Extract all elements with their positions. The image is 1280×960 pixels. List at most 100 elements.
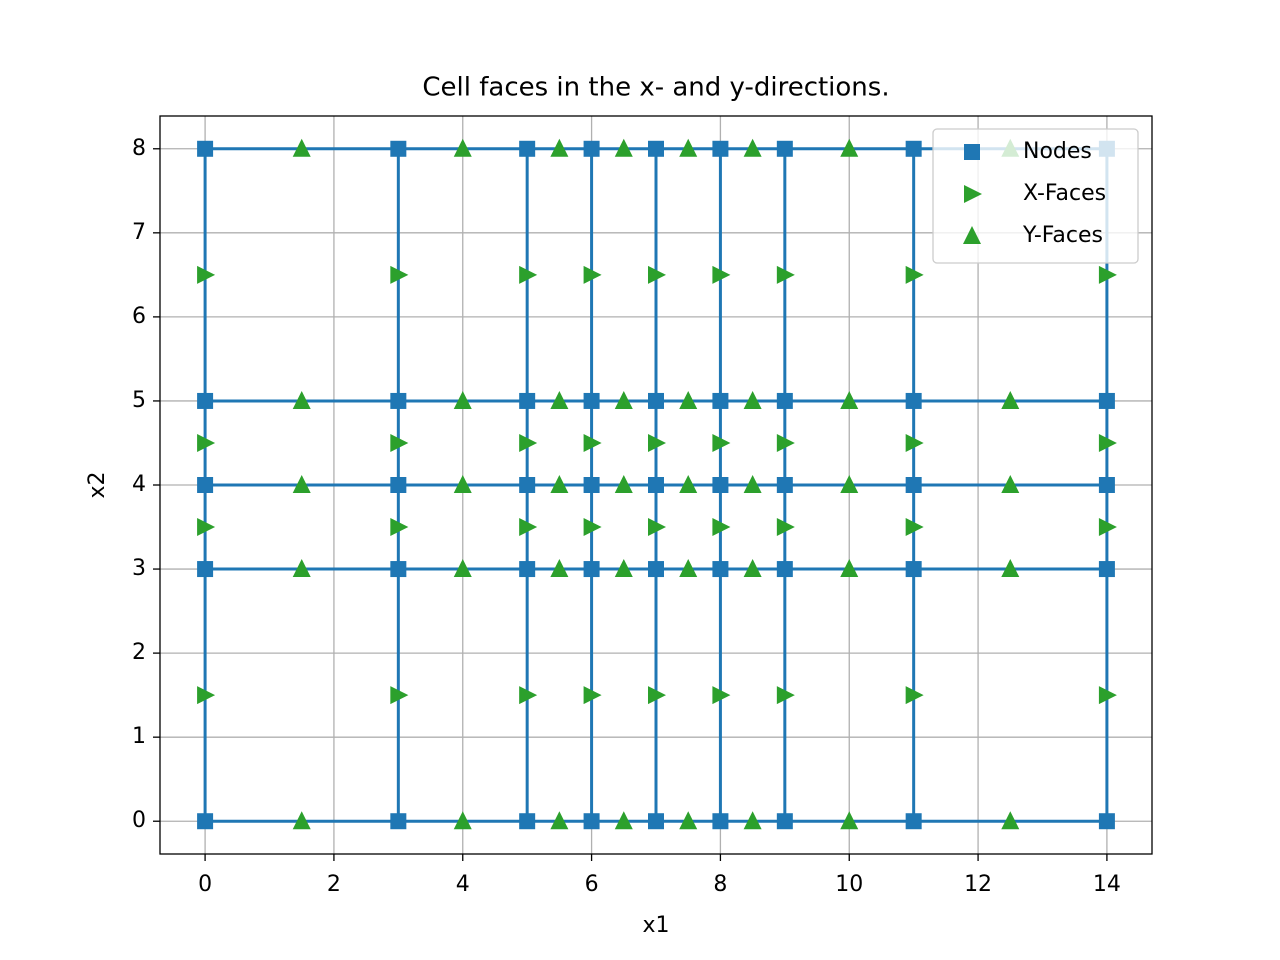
marker bbox=[583, 433, 602, 452]
marker bbox=[712, 518, 731, 537]
marker bbox=[550, 138, 569, 157]
marker bbox=[712, 477, 729, 493]
marker bbox=[648, 813, 664, 830]
marker bbox=[648, 477, 664, 493]
legend-label: Nodes bbox=[1023, 139, 1092, 164]
marker bbox=[776, 518, 795, 537]
marker bbox=[905, 433, 924, 452]
y-tick-label: 7 bbox=[132, 220, 146, 245]
marker bbox=[712, 561, 729, 578]
y-axis-label: x2 bbox=[85, 471, 110, 498]
marker bbox=[583, 561, 600, 578]
marker bbox=[292, 475, 311, 493]
marker bbox=[743, 559, 762, 578]
marker bbox=[1098, 813, 1115, 830]
marker bbox=[840, 390, 859, 409]
x-tick-label: 2 bbox=[327, 872, 341, 897]
legend-label: X-Faces bbox=[1023, 181, 1106, 206]
x-tick-label: 4 bbox=[456, 872, 470, 897]
x-tick-label: 14 bbox=[1093, 872, 1121, 897]
marker bbox=[1098, 477, 1115, 493]
marker bbox=[1001, 390, 1020, 409]
marker bbox=[743, 475, 762, 493]
marker bbox=[1098, 518, 1117, 537]
marker bbox=[776, 392, 793, 409]
marker bbox=[905, 392, 922, 409]
marker bbox=[583, 392, 600, 409]
y-tick-label: 0 bbox=[132, 808, 146, 833]
marker bbox=[292, 138, 311, 157]
marker bbox=[583, 813, 600, 830]
marker bbox=[1098, 686, 1117, 705]
marker bbox=[614, 138, 633, 157]
marker bbox=[390, 518, 409, 537]
y-tick-label: 1 bbox=[132, 724, 146, 749]
x-tick-label: 10 bbox=[835, 872, 863, 897]
marker bbox=[614, 390, 633, 409]
chart-title: Cell faces in the x- and y-directions. bbox=[422, 73, 889, 103]
marker bbox=[679, 811, 698, 830]
marker bbox=[712, 265, 731, 284]
marker bbox=[583, 265, 602, 284]
marker bbox=[905, 686, 924, 705]
marker bbox=[679, 559, 698, 578]
marker bbox=[776, 265, 795, 284]
marker bbox=[453, 138, 472, 157]
marker bbox=[776, 140, 793, 157]
marker bbox=[197, 140, 214, 157]
y-tick-label: 4 bbox=[132, 472, 146, 497]
marker bbox=[550, 811, 569, 830]
marker bbox=[550, 390, 569, 409]
marker bbox=[712, 140, 729, 157]
marker bbox=[743, 138, 762, 157]
marker bbox=[648, 686, 666, 705]
x-tick-label: 0 bbox=[198, 872, 212, 897]
marker bbox=[519, 392, 536, 409]
marker bbox=[519, 477, 536, 493]
marker bbox=[550, 475, 569, 493]
marker bbox=[390, 561, 407, 578]
y-tick-label: 2 bbox=[132, 640, 146, 665]
marker bbox=[1001, 475, 1020, 493]
marker bbox=[1001, 811, 1020, 830]
marker bbox=[840, 559, 859, 578]
marker bbox=[292, 390, 311, 409]
plot-frame bbox=[159, 115, 1153, 855]
marker bbox=[905, 477, 922, 493]
marker bbox=[712, 686, 731, 705]
marker bbox=[679, 475, 698, 493]
marker bbox=[453, 390, 472, 409]
marker bbox=[1098, 433, 1117, 452]
marker bbox=[1098, 392, 1115, 409]
marker bbox=[197, 265, 216, 284]
marker bbox=[614, 475, 633, 493]
marker bbox=[679, 138, 698, 157]
marker bbox=[1098, 561, 1115, 578]
legend-box bbox=[932, 128, 1139, 264]
marker bbox=[197, 813, 214, 830]
marker bbox=[453, 559, 472, 578]
marker bbox=[390, 686, 409, 705]
y-tick-label: 6 bbox=[132, 304, 146, 329]
marker bbox=[776, 433, 795, 452]
legend-label: Y-Faces bbox=[1022, 223, 1103, 248]
marker bbox=[614, 811, 633, 830]
marker bbox=[390, 477, 407, 493]
x-tick-label: 8 bbox=[713, 872, 727, 897]
marker bbox=[390, 265, 409, 284]
x-tick-label: 6 bbox=[585, 872, 599, 897]
marker bbox=[905, 813, 922, 830]
marker bbox=[453, 475, 472, 493]
y-tick-label: 5 bbox=[132, 388, 146, 413]
legend-marker bbox=[963, 226, 981, 244]
marker bbox=[840, 138, 859, 157]
marker bbox=[519, 561, 536, 578]
marker bbox=[390, 813, 407, 830]
marker bbox=[453, 811, 472, 830]
marker bbox=[519, 265, 538, 284]
marker bbox=[390, 433, 409, 452]
marker bbox=[679, 390, 698, 409]
x-axis-label: x1 bbox=[642, 913, 669, 938]
